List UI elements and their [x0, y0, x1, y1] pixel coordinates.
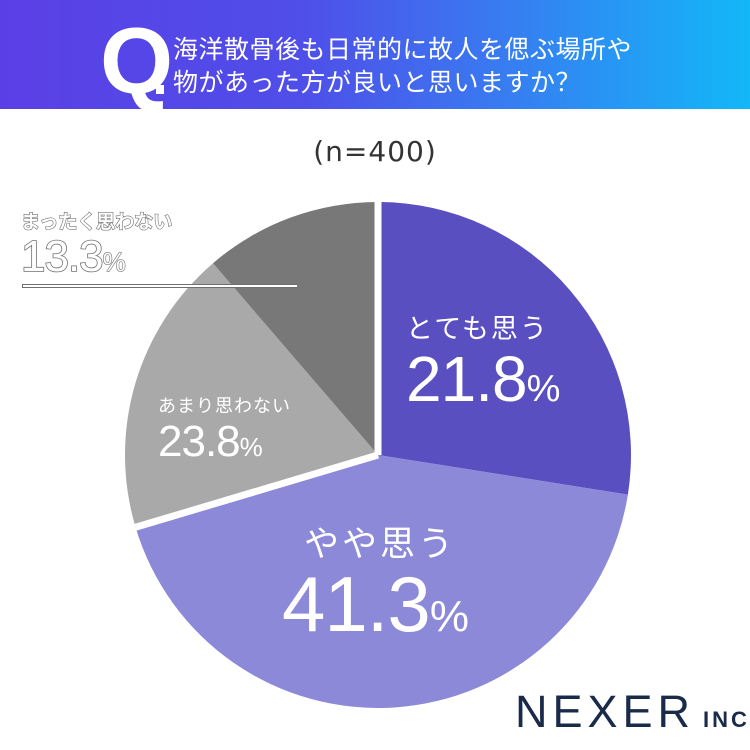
- slice-not-much: [124, 263, 379, 528]
- question-text: 海洋散骨後も日常的に故人を偲ぶ場所や 物があった方が良いと思いますか？: [173, 33, 632, 99]
- question-line-2: 物があった方が良いと思いますか？: [173, 68, 582, 97]
- slice-label-name: まったく思わない: [20, 210, 173, 233]
- q-dot: [156, 85, 164, 94]
- logo-main: NEXER: [515, 686, 696, 737]
- nexer-logo: NEXER INC.: [515, 686, 750, 738]
- slice-label-not-much: あまり思わない 23.8%: [158, 393, 291, 466]
- percent-sign: %: [102, 246, 126, 277]
- slice-label-somewhat: やや思う 41.3%: [282, 522, 469, 643]
- question-line-1: 海洋散骨後も日常的に故人を偲ぶ場所や: [173, 35, 633, 64]
- percent-sign: %: [239, 432, 263, 462]
- slice-separator: [134, 451, 379, 531]
- slice-label-very-much: とても思う 21.8%: [406, 312, 560, 411]
- slice-label-value: 21.8: [406, 343, 528, 415]
- logo-sub: INC.: [703, 707, 750, 732]
- slice-label-name: とても思う: [406, 314, 549, 345]
- slice-somewhat: [135, 455, 628, 708]
- percent-sign: %: [526, 368, 561, 410]
- percent-sign: %: [429, 592, 469, 641]
- sample-size: (n=400): [313, 135, 437, 168]
- slice-not-at-all: [213, 202, 378, 455]
- slice-label-name: やや思う: [304, 525, 457, 565]
- leader-line: [22, 284, 297, 288]
- slice-label-name: あまり思わない: [158, 396, 291, 417]
- slice-very-much: [378, 202, 631, 495]
- slice-label-value: 23.8: [158, 417, 241, 466]
- question-header: Q 海洋散骨後も日常的に故人を偲ぶ場所や 物があった方が良いと思いますか？: [0, 0, 750, 109]
- slice-label-value: 13.3: [20, 232, 104, 281]
- slice-label-value: 41.3: [282, 560, 431, 648]
- slice-label-not-at-all: まったく思わない 13.3%: [20, 207, 173, 281]
